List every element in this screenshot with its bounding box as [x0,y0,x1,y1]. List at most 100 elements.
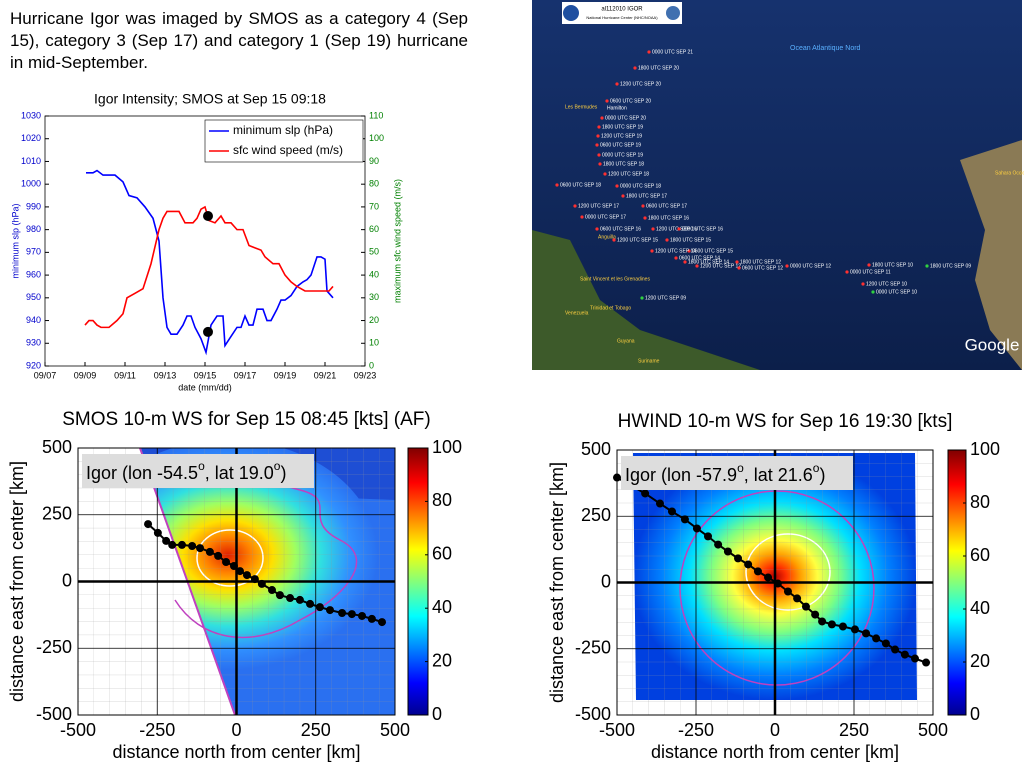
annotation-part: o [813,461,820,475]
x-tick-label: 09/21 [314,370,337,380]
track-point [229,562,238,571]
colorbar-tick-label: 0 [970,704,980,724]
track-point [250,575,259,584]
track-label: 1200 UTC SEP 09 [645,295,686,301]
x-tick-label: -500 [599,720,635,740]
track-label: 1200 UTC SEP 12 [700,263,741,269]
y-axis-label: minimum slp (hPa) [10,203,20,278]
track-label: 0600 UTC SEP 18 [560,182,601,188]
track-point [268,586,277,595]
track-label: 1200 UTC SEP 17 [578,203,619,209]
track-point [600,116,604,120]
y-tick-label: -250 [36,637,72,657]
track-label: 1800 UTC SEP 20 [638,65,679,71]
map: al112010 IGOR National Hurricane Center (… [532,0,1024,370]
y2-tick-label: 0 [369,360,374,370]
smos-marker [203,211,213,221]
annotation-part: ) [819,465,825,485]
track-point [598,162,602,166]
track-point [871,290,875,294]
y-tick-label: -500 [36,704,72,724]
x-tick-label: 0 [231,720,241,740]
track-point [647,50,651,54]
track-point [235,567,244,576]
x-tick-label: -250 [139,720,175,740]
x-tick-label: 500 [918,720,948,740]
track-point [214,551,223,560]
y-tick-label: 250 [42,504,72,524]
track-point [242,571,251,580]
track-label: 1800 UTC SEP 16 [648,215,689,221]
x-axis-label: date (mm/dd) [178,382,232,392]
track-point [621,194,625,198]
track-point [692,524,701,533]
track-point [275,591,284,600]
x-tick-label: 09/23 [354,370,377,380]
chart-title: Igor Intensity; SMOS at Sep 15 09:18 [94,91,326,107]
track-point [643,216,647,220]
y-tick-label: 990 [26,201,41,211]
map-background [532,0,1022,370]
track-point [785,264,789,268]
y-tick-label: 1000 [21,179,41,189]
plot-frame [77,447,396,716]
track-point [704,532,713,541]
y2-tick-label: 100 [369,133,384,143]
track-point [655,499,664,508]
x-tick-label: 250 [839,720,869,740]
noaa-logo [563,5,579,21]
track-label: 1800 UTC SEP 12 [740,259,781,265]
annotation-part: , lat 19.0 [205,463,274,483]
track-point [850,625,859,634]
track-point [674,256,678,260]
y2-axis-label: maximum sfc wind speed (m/s) [392,179,402,303]
legend-label: sfc wind speed (m/s) [233,143,343,157]
line-chart: Igor Intensity; SMOS at Sep 15 09:18 date… [10,91,402,393]
track-point [615,82,619,86]
annotation-part: ) [280,463,286,483]
track-label: 0600 UTC SEP 14 [679,255,720,261]
track-point [315,603,324,612]
x-tick-label: 09/13 [154,370,177,380]
track-point [257,579,266,588]
annotation: Igor (lon -57.9o, lat 21.6o) [625,461,825,485]
track-label: 1800 UTC SEP 18 [603,161,644,167]
land [532,230,760,370]
place-label: Les Bermudes [565,104,598,110]
y-tick-label: 920 [26,360,41,370]
track-point [651,227,655,231]
track-point [367,614,376,623]
x-tick-label: 09/11 [114,370,136,380]
contour [679,490,875,686]
y-tick-label: -250 [575,638,611,658]
x-tick-label: 250 [301,720,331,740]
colorbar-tick-label: 20 [432,650,452,670]
track-point [891,645,900,654]
track-label: 0000 UTC SEP 12 [790,263,831,269]
colorbar [947,449,967,716]
track-label: 0600 UTC SEP 20 [610,98,651,104]
track-point [222,558,231,567]
legend-label: minimum slp (hPa) [233,123,333,137]
track-point [613,473,621,482]
track-point [925,264,929,268]
track-point [764,573,773,582]
smos-marker [203,326,213,337]
x-tick-label: 500 [380,720,410,740]
y-tick-label: 0 [601,571,611,591]
place-label: Hamilton [607,105,627,111]
colorbar-tick-label: 60 [432,544,452,564]
track-point [753,567,762,576]
track-point [801,602,810,611]
track-point [910,654,919,663]
y-tick-label: 1020 [21,133,41,143]
map-header [562,2,682,24]
track-label: 1800 UTC SEP 14 [688,259,729,265]
y-axis-label: distance east from center [km] [547,462,567,703]
place-label: Guyana [617,338,635,344]
colorbar-tick-label: 20 [970,651,990,671]
track-label: 1200 UTC SEP 20 [620,81,661,87]
track-point [177,540,186,549]
track-point [633,66,637,70]
